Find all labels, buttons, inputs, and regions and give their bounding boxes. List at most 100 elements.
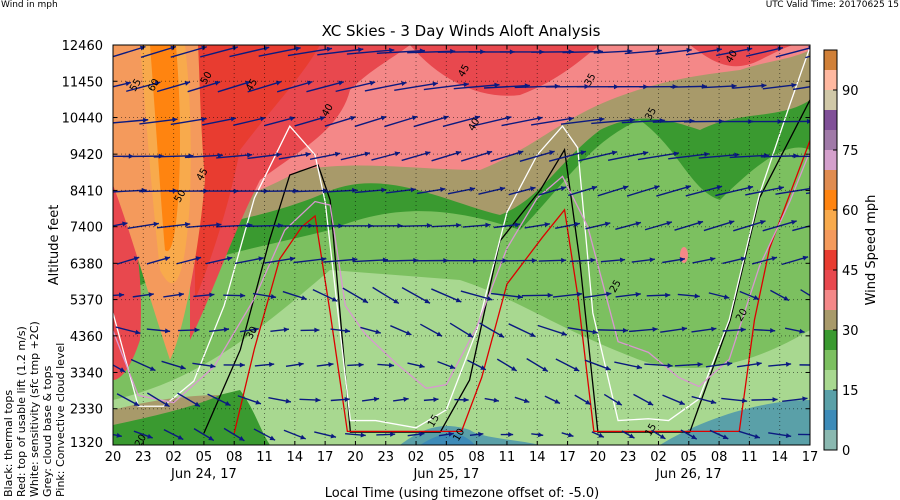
arrow-head — [467, 332, 473, 338]
arrow-head — [814, 296, 820, 301]
arrow-head — [298, 361, 304, 367]
arrow-head — [605, 365, 611, 371]
x-tick-label: 05 — [196, 450, 213, 465]
wind-vector-arrow — [469, 431, 484, 437]
region-25-30-low — [113, 390, 270, 445]
arrow-head — [681, 326, 688, 332]
wind-vector-arrow — [762, 82, 797, 90]
wind-vector-arrow — [500, 432, 514, 438]
colorbar-swatch — [824, 250, 837, 270]
colorbar-swatch — [824, 170, 837, 190]
arrow-shaft — [560, 118, 605, 125]
arrow-shaft — [607, 151, 649, 161]
arrow-head — [463, 82, 469, 88]
wind-vector-arrow — [345, 432, 366, 438]
arrow-head — [659, 434, 666, 439]
arrow-shaft — [715, 185, 754, 197]
arrow-shaft — [126, 81, 161, 92]
arrow-head — [537, 432, 544, 438]
wind-vector-arrow — [209, 327, 230, 333]
legend-note: Pink: Convective cloud level — [54, 343, 67, 497]
arrow-head — [498, 332, 505, 338]
arrow-head — [710, 399, 717, 405]
arrow-head — [486, 296, 493, 301]
arrow-head — [116, 432, 122, 438]
arrow-head — [178, 292, 184, 298]
arrow-shaft — [184, 154, 223, 159]
arrow-head — [754, 433, 760, 439]
wind-vector-arrow — [768, 432, 792, 439]
arrow-head — [393, 298, 399, 304]
arrow-head — [223, 327, 230, 333]
colorbar-swatch — [824, 330, 837, 350]
wind-vector-arrow — [217, 80, 251, 93]
arrow-head — [255, 399, 261, 405]
wind-vector-arrow — [234, 256, 264, 265]
arrow-head — [275, 80, 282, 86]
wind-vector-arrow — [770, 289, 790, 302]
arrow-shaft — [745, 186, 784, 196]
y-tick-label: 2330 — [70, 403, 103, 418]
wind-vector-arrow — [237, 395, 262, 405]
arrow-head — [224, 401, 231, 406]
arrow-head — [599, 116, 605, 122]
arrow-head — [381, 187, 387, 193]
arrow-head — [667, 363, 673, 369]
arrow-shaft — [624, 49, 662, 55]
wind-vector-arrow — [628, 326, 658, 333]
x-tick-label: 02 — [165, 450, 182, 465]
contour-label: 50 — [199, 70, 215, 87]
arrow-head — [397, 223, 403, 229]
wind-vector-arrow — [698, 152, 740, 159]
arrow-head — [529, 332, 536, 337]
arrow-head — [716, 185, 723, 190]
wind-vector-arrow — [668, 151, 710, 160]
arrow-head — [649, 257, 655, 263]
wind-vector-arrow — [282, 290, 307, 301]
wind-vector-arrow — [252, 292, 277, 299]
wind-vector-arrow — [677, 293, 700, 299]
arrow-shaft — [732, 84, 767, 89]
y-tick-label: 9420 — [70, 148, 103, 163]
colorbar-swatch — [824, 70, 837, 90]
arrow-head — [622, 185, 629, 191]
arrow-shaft — [264, 257, 296, 264]
arrow-head — [508, 432, 514, 438]
arrow-head — [373, 396, 380, 402]
arrow-head — [240, 293, 246, 299]
arrow-head — [328, 362, 334, 368]
legend-note: White: sensitivity (sfc tmp +2C) — [28, 321, 41, 497]
wind-vector-arrow — [419, 323, 443, 337]
colorbar-tick-label: 15 — [842, 384, 859, 399]
arrow-head — [338, 80, 344, 86]
arrow-head — [734, 152, 740, 158]
wind-vector-arrow — [597, 185, 629, 197]
arrow-head — [306, 80, 313, 86]
arrow-shaft — [656, 185, 692, 197]
colorbar-swatch — [824, 150, 837, 170]
wind-vector-arrow — [146, 328, 171, 334]
arrow-head — [315, 397, 321, 403]
wind-vector-arrow — [314, 431, 337, 439]
arrow-shaft — [385, 188, 416, 194]
arrow-shaft — [431, 151, 462, 162]
arrow-head — [636, 364, 643, 370]
wind-vector-arrow — [792, 86, 810, 91]
wind-vector-arrow — [569, 257, 596, 263]
contour-label: 15 — [426, 413, 442, 430]
wind-vector-arrow — [782, 396, 808, 402]
arrow-head — [276, 152, 282, 158]
arrow-shaft — [323, 189, 358, 193]
arrow-shaft — [567, 327, 598, 334]
arrow-head — [270, 294, 277, 299]
arrow-head — [697, 220, 704, 226]
arrow-shaft — [383, 259, 419, 262]
arrow-head — [164, 328, 171, 334]
wind-vector-arrow — [560, 116, 605, 125]
arrow-shaft — [442, 115, 481, 128]
x-tick-label: 17 — [559, 450, 576, 465]
arrow-shaft — [324, 116, 356, 127]
wind-vector-arrow — [163, 292, 185, 298]
colorbar-tick-label: 30 — [842, 324, 859, 339]
